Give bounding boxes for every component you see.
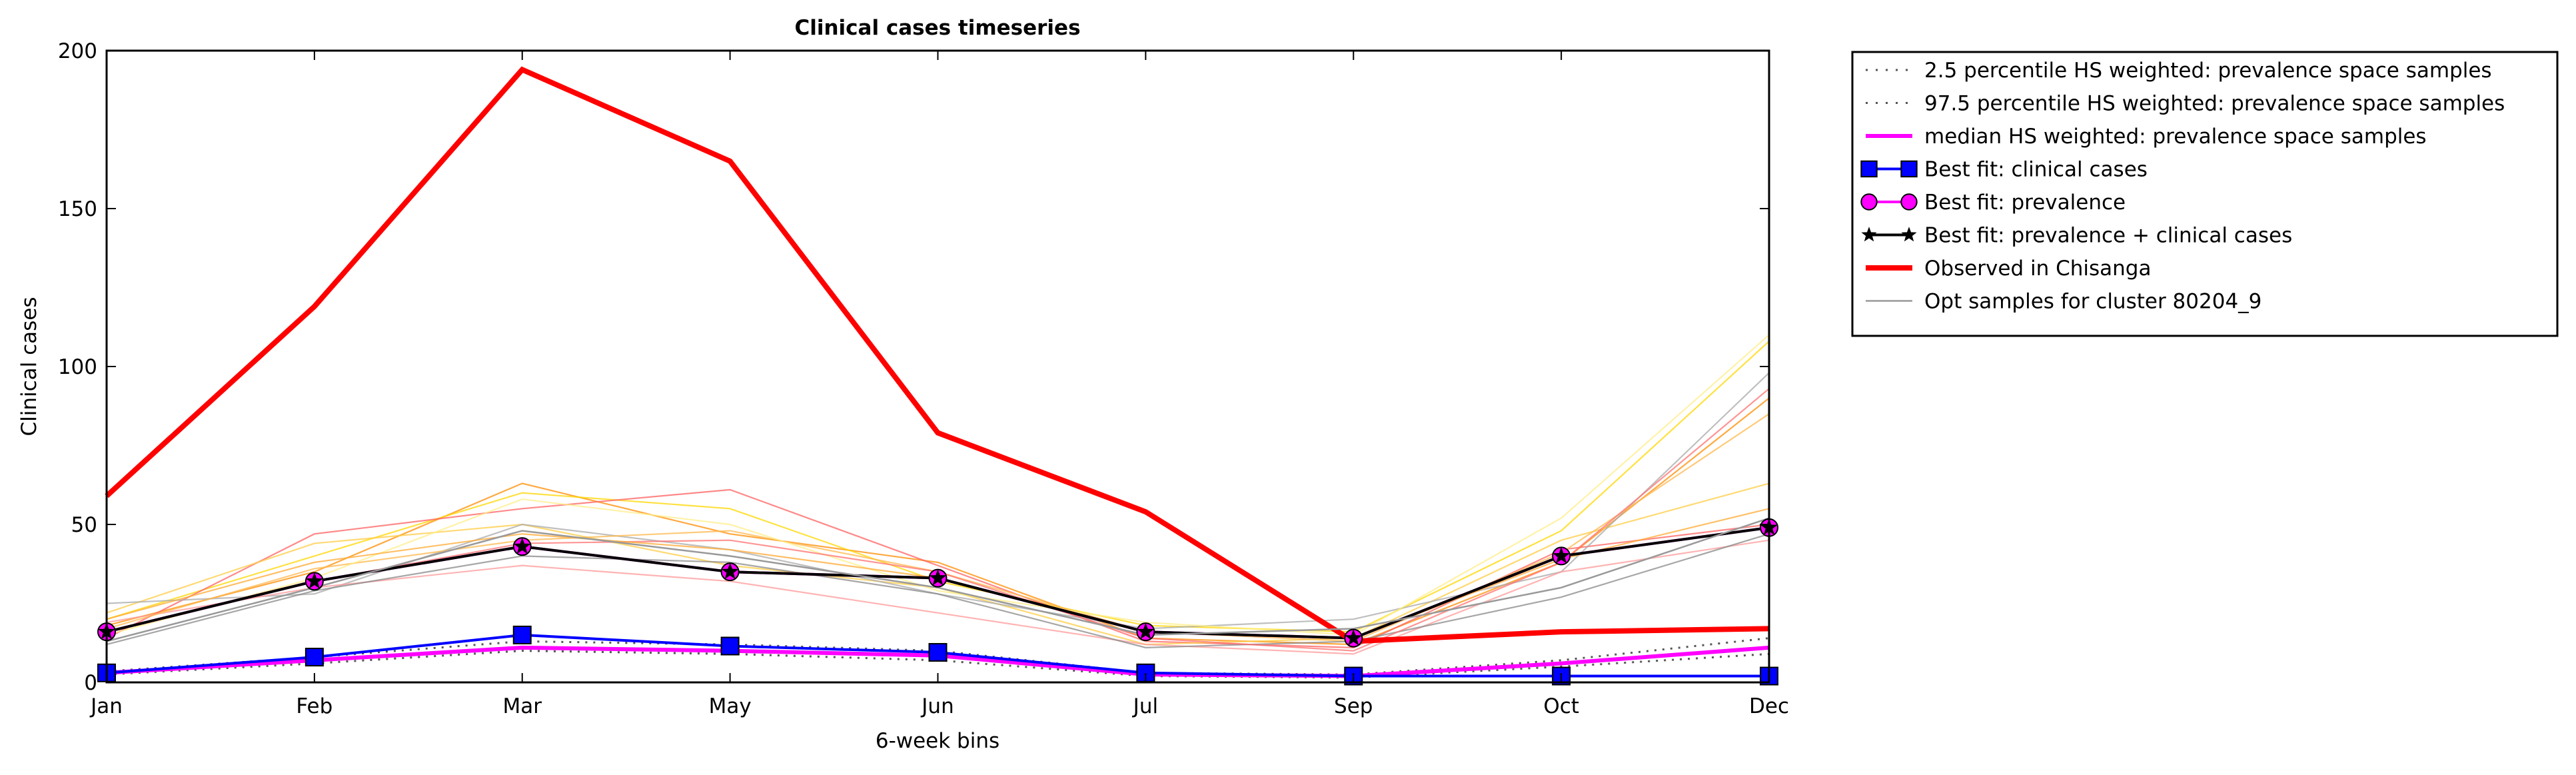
series-3-point-2 bbox=[512, 625, 532, 644]
sample-line-3 bbox=[106, 482, 1770, 646]
series-5-point-6 bbox=[1345, 629, 1363, 646]
series-5-point-5 bbox=[1137, 622, 1155, 640]
sample-line-7 bbox=[106, 334, 1770, 636]
series-3-point-1 bbox=[305, 648, 324, 667]
x-tick-label-4: Jun bbox=[920, 694, 954, 718]
legend-label-7: Opt samples for cluster 80204_9 bbox=[1924, 290, 2261, 314]
legend-label-2: median HS weighted: prevalence space sam… bbox=[1924, 125, 2427, 149]
y-tick-label-3: 150 bbox=[58, 197, 97, 221]
x-tick-label-7: Oct bbox=[1543, 694, 1579, 718]
x-tick-label-1: Feb bbox=[296, 694, 332, 718]
sample-line-5 bbox=[106, 539, 1770, 655]
legend-label-4: Best fit: prevalence bbox=[1924, 191, 2126, 215]
x-tick-label-3: May bbox=[709, 694, 752, 718]
x-tick-label-2: Mar bbox=[503, 694, 542, 718]
series-5-point-7 bbox=[1553, 546, 1570, 564]
legend-marker-a-4 bbox=[1860, 193, 1878, 211]
series-line-6 bbox=[105, 66, 1770, 644]
legend-label-6: Observed in Chisanga bbox=[1924, 257, 2152, 281]
sample-line-8 bbox=[106, 533, 1770, 648]
x-tick-label-5: Jul bbox=[1132, 694, 1158, 718]
legend-label-5: Best fit: prevalence + clinical cases bbox=[1924, 224, 2292, 248]
series-3-point-3 bbox=[720, 636, 740, 656]
legend-marker-a-5 bbox=[1861, 227, 1877, 242]
y-axis-label: Clinical cases bbox=[17, 297, 41, 436]
legend-marker-b-3 bbox=[1900, 160, 1918, 178]
sample-lines-group bbox=[106, 334, 1770, 655]
series-line-7 bbox=[106, 517, 1770, 642]
y-tick-label-4: 200 bbox=[58, 39, 97, 63]
series-5-point-4 bbox=[929, 569, 947, 586]
sample-line-6 bbox=[106, 413, 1770, 642]
legend-frame bbox=[1851, 51, 2559, 337]
legend: 2.5 percentile HS weighted: prevalence s… bbox=[1851, 51, 2559, 337]
x-tick-label-8: Dec bbox=[1749, 694, 1789, 718]
x-tick-label-6: Sep bbox=[1334, 694, 1373, 718]
axes-group: 0 50 100 150 200 Jan Feb Mar May Jun Jul Sep Oct Dec bbox=[58, 39, 1789, 718]
legend-label-3: Best fit: clinical cases bbox=[1924, 158, 2148, 182]
legend-marker-b-5 bbox=[1901, 227, 1917, 242]
series-5-point-3 bbox=[721, 562, 739, 579]
sample-line-0 bbox=[106, 397, 1770, 646]
y-tick-label-2: 100 bbox=[58, 355, 97, 379]
x-axis-label: 6-week bins bbox=[876, 729, 999, 753]
series-3-point-4 bbox=[928, 642, 948, 662]
series-5-point-2 bbox=[513, 537, 531, 554]
legend-marker-b-4 bbox=[1900, 193, 1918, 211]
legend-label-1: 97.5 percentile HS weighted: prevalence … bbox=[1924, 92, 2505, 116]
sample-line-9 bbox=[106, 388, 1770, 652]
series-5-point-1 bbox=[306, 572, 323, 589]
legend-label-0: 2.5 percentile HS weighted: prevalence s… bbox=[1924, 59, 2492, 83]
x-tick-label-0: Jan bbox=[89, 694, 123, 718]
sample-line-2 bbox=[106, 488, 1770, 648]
y-tick-label-1: 50 bbox=[71, 513, 97, 537]
chart-title: Clinical cases timeseries bbox=[794, 16, 1080, 40]
y-tick-label-0: 0 bbox=[84, 671, 97, 695]
legend-marker-a-3 bbox=[1860, 160, 1878, 178]
